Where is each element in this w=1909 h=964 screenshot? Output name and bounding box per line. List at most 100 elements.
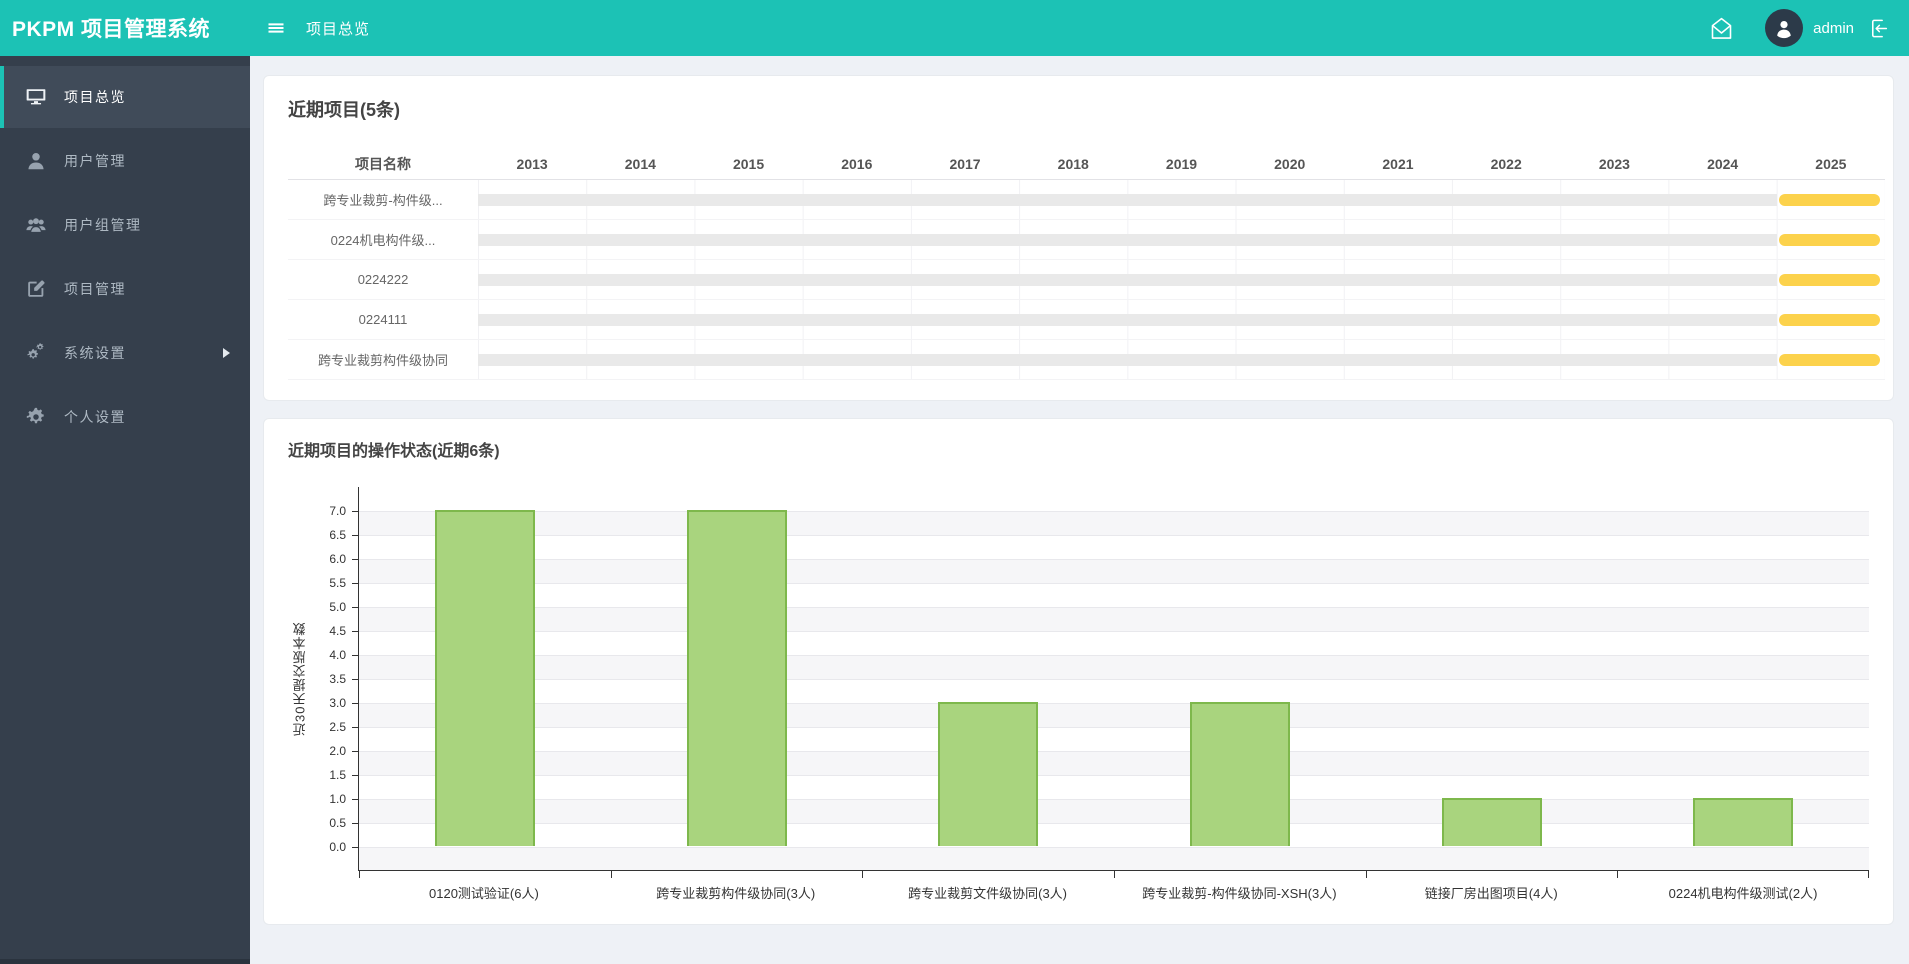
sidebar-item[interactable]: 项目总览 <box>0 66 250 128</box>
sidebar-item[interactable]: 项目管理 <box>0 258 250 320</box>
y-axis-tick <box>352 703 358 704</box>
app-title: PKPM 项目管理系统 <box>12 18 211 41</box>
gridline <box>359 679 1869 680</box>
gantt-row: 跨专业裁剪构件级协同 <box>288 340 1885 380</box>
gantt-track-area <box>478 300 1885 339</box>
bar[interactable] <box>938 702 1039 846</box>
x-axis-label: 0120测试验证(6人) <box>429 886 539 901</box>
gantt-project-name: 0224222 <box>357 272 409 287</box>
avatar[interactable] <box>1765 9 1804 47</box>
person-icon <box>1777 21 1791 39</box>
y-axis-tick-label: 5.0 <box>329 600 346 614</box>
y-axis-tick-label: 0.0 <box>329 840 346 854</box>
gantt-year-header: 2024 <box>1707 155 1739 172</box>
gantt-year-header: 2021 <box>1382 155 1414 172</box>
bar[interactable] <box>434 510 535 846</box>
gridline <box>359 583 1869 584</box>
gantt-year-header: 2020 <box>1274 155 1306 172</box>
gantt-track-area <box>478 340 1885 379</box>
bar-slot <box>1114 487 1366 870</box>
bar-slot <box>1617 487 1869 870</box>
y-axis-tick <box>352 631 358 632</box>
bar[interactable] <box>1693 798 1794 846</box>
activity-chart-title: 近期项目的操作状态(近期6条) <box>288 443 500 460</box>
gears-icon <box>27 343 44 359</box>
gantt-bar[interactable] <box>1778 353 1880 366</box>
bar-chart: 近30天提交版本数 7.0 6.5 6.0 5.5 5.0 4.5 4.0 3.5 3.0 2.5… <box>288 487 1869 902</box>
x-axis-tick <box>1365 871 1367 878</box>
user-icon <box>28 153 44 170</box>
y-axis-tick <box>352 583 358 584</box>
gantt-bar[interactable] <box>1778 233 1880 246</box>
gantt-bar[interactable] <box>1778 193 1880 206</box>
bar[interactable] <box>686 510 787 846</box>
gantt-track-area <box>478 180 1885 219</box>
bar[interactable] <box>1189 702 1290 846</box>
bar[interactable] <box>1441 798 1542 846</box>
gridline <box>359 655 1869 656</box>
gantt-track-area <box>478 220 1885 259</box>
y-axis-tick-label: 5.5 <box>329 576 346 590</box>
sidebar-item-label: 系统设置 <box>64 345 126 361</box>
gantt-row: 0224机电构件级... <box>288 220 1885 260</box>
sidebar-footer <box>0 959 250 964</box>
gantt-bar[interactable] <box>1778 273 1880 286</box>
y-axis-tick-label: 3.5 <box>329 672 346 686</box>
gridline <box>359 799 1869 800</box>
gantt-track <box>478 193 1777 206</box>
gantt-row: 0224222 <box>288 260 1885 300</box>
y-axis-tick <box>352 775 358 776</box>
main-content: 近期项目(5条) 项目名称 2013 2014 2015 2016 2017 2018 20… <box>250 56 1909 964</box>
recent-projects-card: 近期项目(5条) 项目名称 2013 2014 2015 2016 2017 2018 20… <box>263 75 1894 401</box>
gridline <box>359 631 1869 632</box>
y-axis-tick <box>352 655 358 656</box>
sidebar-item[interactable]: 用户管理 <box>0 130 250 192</box>
sidebar-item[interactable]: 用户组管理 <box>0 194 250 256</box>
gantt-track <box>478 233 1777 246</box>
gridline <box>359 727 1869 728</box>
messages-button[interactable] <box>1708 15 1735 42</box>
y-axis-tick <box>352 751 358 752</box>
gantt-project-name: 0224111 <box>358 312 408 327</box>
gantt-year-header: 2022 <box>1490 155 1522 172</box>
y-axis-tick <box>352 511 358 512</box>
sidebar-item-label: 用户管理 <box>64 153 126 169</box>
sidebar-item-label: 项目管理 <box>64 281 126 297</box>
plot-wrap: 0120测试验证(6人) 跨专业裁剪构件级协同(3人) 跨专业裁剪文件级协同(3人)… <box>352 487 1869 902</box>
x-axis-tick <box>1114 871 1115 878</box>
sidebar-item[interactable]: 系统设置 <box>0 322 250 384</box>
gantt-track <box>478 273 1777 286</box>
gantt-year-header: 2013 <box>516 155 548 172</box>
users-icon <box>26 218 46 232</box>
y-axis-tick-label: 7.0 <box>329 504 346 518</box>
y-axis-tick-label: 0.5 <box>329 816 346 830</box>
gantt-name-header: 项目名称 <box>355 155 411 172</box>
sidebar: 项目总览 用户管理 用户组管理 <box>0 56 250 964</box>
sidebar-item[interactable]: 个人设置 <box>0 386 250 448</box>
gridline <box>359 559 1869 560</box>
bar-slots <box>359 487 1869 870</box>
y-axis-labels: 7.0 6.5 6.0 5.5 5.0 4.5 4.0 3.5 3.0 2.5 2.0 1.5 1.0 0… <box>312 487 358 871</box>
y-axis-tick <box>352 559 358 560</box>
sidebar-item-label: 个人设置 <box>64 409 126 425</box>
y-axis-tick-label: 3.0 <box>329 696 346 710</box>
app-header: PKPM 项目管理系统 项目总览 admin <box>0 0 1909 56</box>
y-axis-tick <box>352 727 358 728</box>
gantt-bar[interactable] <box>1778 313 1880 326</box>
y-axis-tick <box>352 535 358 536</box>
y-axis-tick <box>352 607 358 608</box>
username-label: admin <box>1813 19 1854 37</box>
gridline <box>359 823 1869 824</box>
gantt-year-header: 2014 <box>624 155 656 172</box>
x-axis-label: 跨专业裁剪-构件级协同-XSH(3人) <box>1142 886 1337 901</box>
x-axis-label: 跨专业裁剪文件级协同(3人) <box>908 886 1068 901</box>
gantt-year-header: 2016 <box>841 155 873 172</box>
menu-toggle-button[interactable] <box>266 18 286 38</box>
monitor-icon <box>26 89 46 105</box>
logout-button[interactable] <box>1866 16 1891 41</box>
gantt-year-header: 2019 <box>1165 155 1198 172</box>
gridline <box>359 775 1869 776</box>
envelope-icon <box>1711 17 1732 39</box>
gantt-year-header: 2015 <box>732 155 765 172</box>
submenu-arrow-icon <box>223 348 230 358</box>
